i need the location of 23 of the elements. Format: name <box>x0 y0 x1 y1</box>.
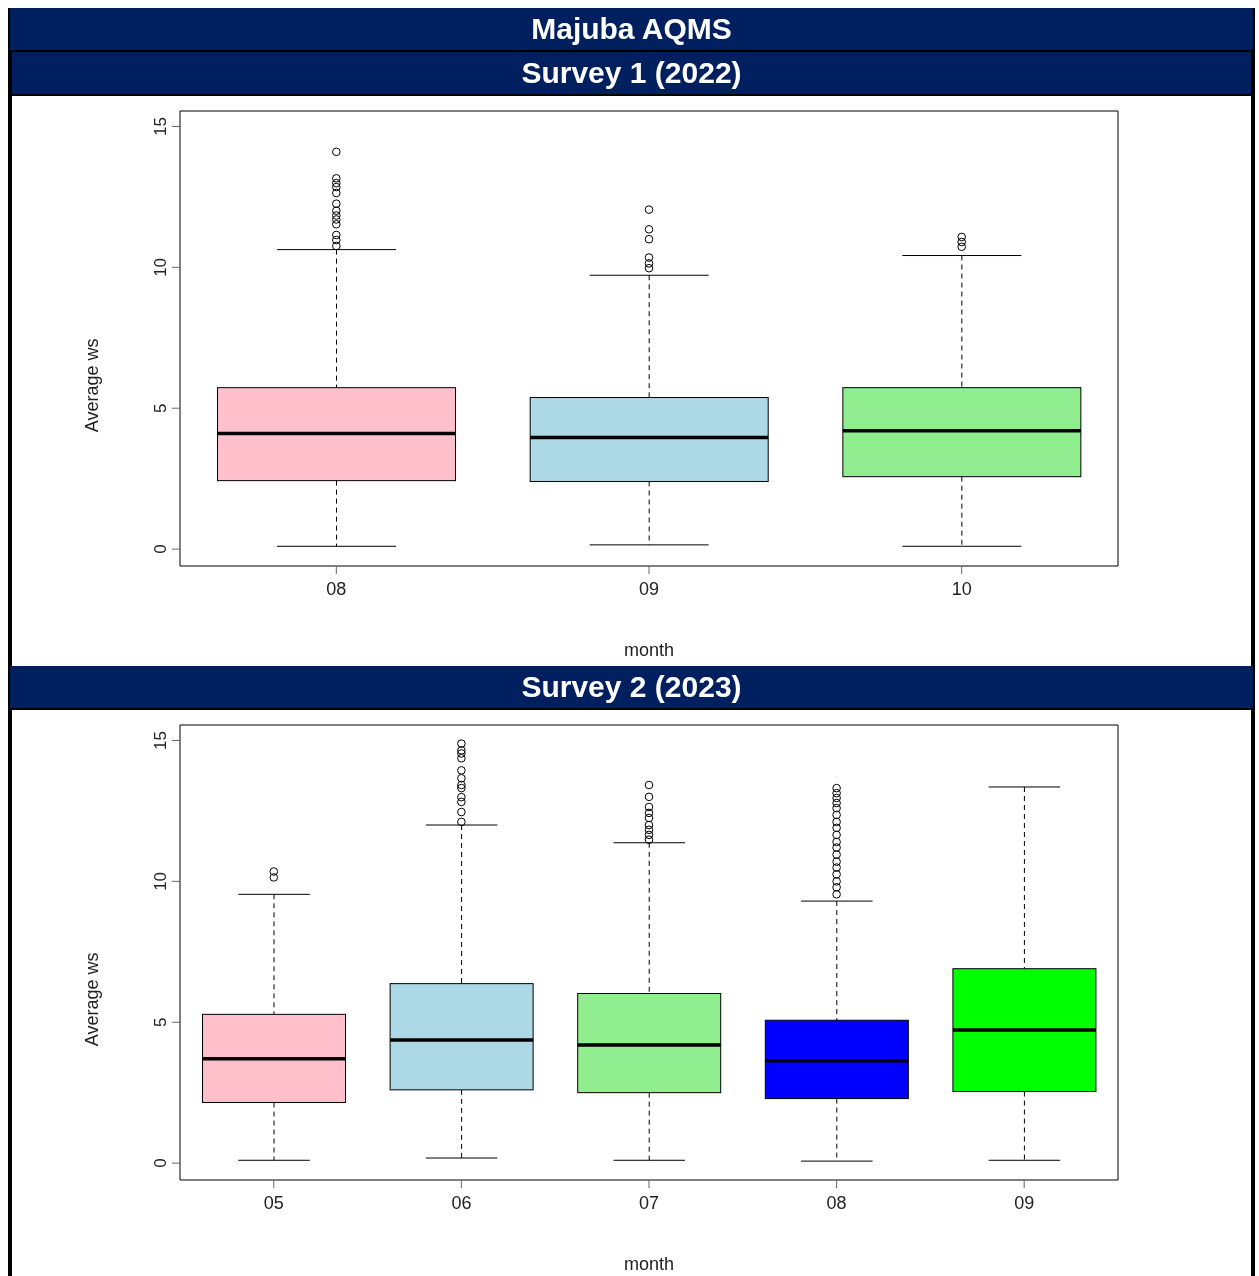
chart-title: Majuba AQMS <box>10 8 1253 52</box>
y-tick-label: 15 <box>151 117 170 136</box>
y-tick-label: 5 <box>151 403 170 413</box>
y-tick-label: 5 <box>151 1017 170 1027</box>
chart-subtitle: Survey 1 (2022) <box>12 52 1251 96</box>
x-axis-title: month <box>623 1254 675 1274</box>
x-tick-label: 08 <box>326 578 347 599</box>
x-tick-label: 09 <box>638 578 660 599</box>
y-tick-label: 15 <box>151 731 170 750</box>
y-tick-label: 0 <box>151 1158 170 1168</box>
x-axis-title: month <box>623 640 675 660</box>
x-tick-label: 09 <box>1014 1192 1035 1213</box>
x-tick-label: 05 <box>263 1192 284 1213</box>
y-tick-label: 0 <box>151 544 170 554</box>
x-tick-label: 07 <box>638 1192 660 1213</box>
y-tick-label: 10 <box>151 257 170 277</box>
x-tick-label: 06 <box>451 1192 472 1213</box>
y-axis-title: Average ws <box>82 338 103 433</box>
x-tick-label: 08 <box>826 1192 847 1213</box>
x-tick-label: 10 <box>951 578 972 599</box>
y-axis-title: Average ws <box>82 952 103 1047</box>
chart-title: Survey 2 (2023) <box>10 666 1253 710</box>
y-tick-label: 10 <box>151 871 170 891</box>
